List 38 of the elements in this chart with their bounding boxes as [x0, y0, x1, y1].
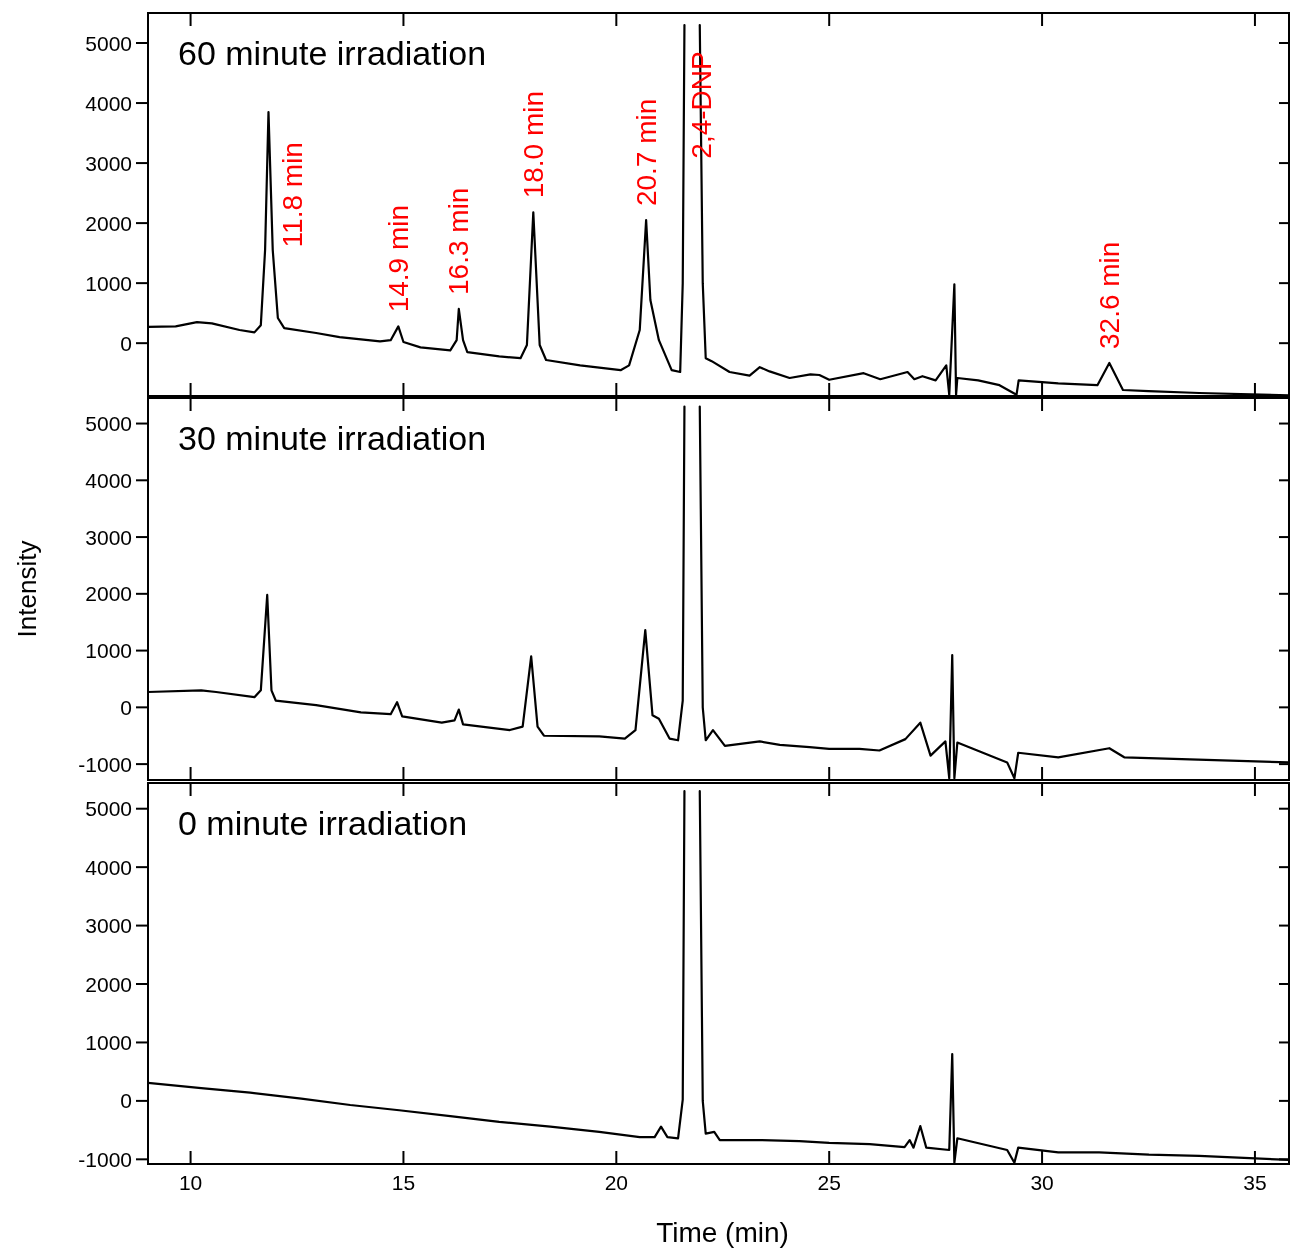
annotation: 11.8 min — [276, 142, 308, 248]
x-tick-label: 35 — [1243, 1171, 1267, 1194]
y-tick-label: 2000 — [85, 211, 132, 235]
annotation: 32.6 min — [1093, 241, 1125, 349]
y-tick-label: 1000 — [85, 1030, 132, 1054]
y-tick-label: 1000 — [85, 639, 132, 663]
y-axis-title: Intensity — [12, 540, 42, 638]
x-tick-label: 20 — [604, 1171, 628, 1194]
text: 60 minute irradiation — [178, 34, 487, 72]
y-tick-label: 3000 — [85, 914, 132, 938]
annotation: 18.0 min — [517, 90, 549, 199]
y-tick-label: 5000 — [85, 31, 132, 55]
y-tick-label: 0 — [120, 331, 132, 355]
y-tick-label: 3000 — [85, 151, 132, 175]
text: 0 minute irradiation — [178, 804, 468, 842]
y-tick-label: 4000 — [85, 855, 132, 879]
y-tick-label: 3000 — [85, 525, 132, 549]
y-tick-label: 4000 — [85, 468, 132, 492]
y-tick-label: 1000 — [85, 271, 132, 295]
x-tick-label: 25 — [817, 1171, 841, 1194]
y-tick-label: 5000 — [85, 797, 132, 821]
text: 30 minute irradiation — [178, 419, 487, 457]
annotation: 14.9 min — [382, 204, 414, 313]
x-tick-label: 15 — [391, 1171, 416, 1194]
x-tick-label: 10 — [178, 1171, 203, 1194]
x-tick-label: 30 — [1030, 1171, 1054, 1194]
y-tick-label: 0 — [120, 1089, 132, 1113]
y-tick-label: -1000 — [78, 1147, 132, 1171]
y-tick-label: 2000 — [85, 582, 132, 606]
y-tick-label: 4000 — [85, 91, 132, 115]
y-tick-label: -1000 — [78, 752, 132, 776]
annotation: 16.3 min — [443, 187, 475, 295]
y-tick-label: 2000 — [85, 972, 132, 996]
annotation: 20.7 min — [630, 98, 662, 207]
annotation: 2,4-DNP — [685, 51, 717, 159]
x-axis-title: Time (min) — [656, 1217, 789, 1248]
y-tick-label: 5000 — [85, 412, 132, 436]
y-tick-label: 0 — [120, 695, 132, 719]
